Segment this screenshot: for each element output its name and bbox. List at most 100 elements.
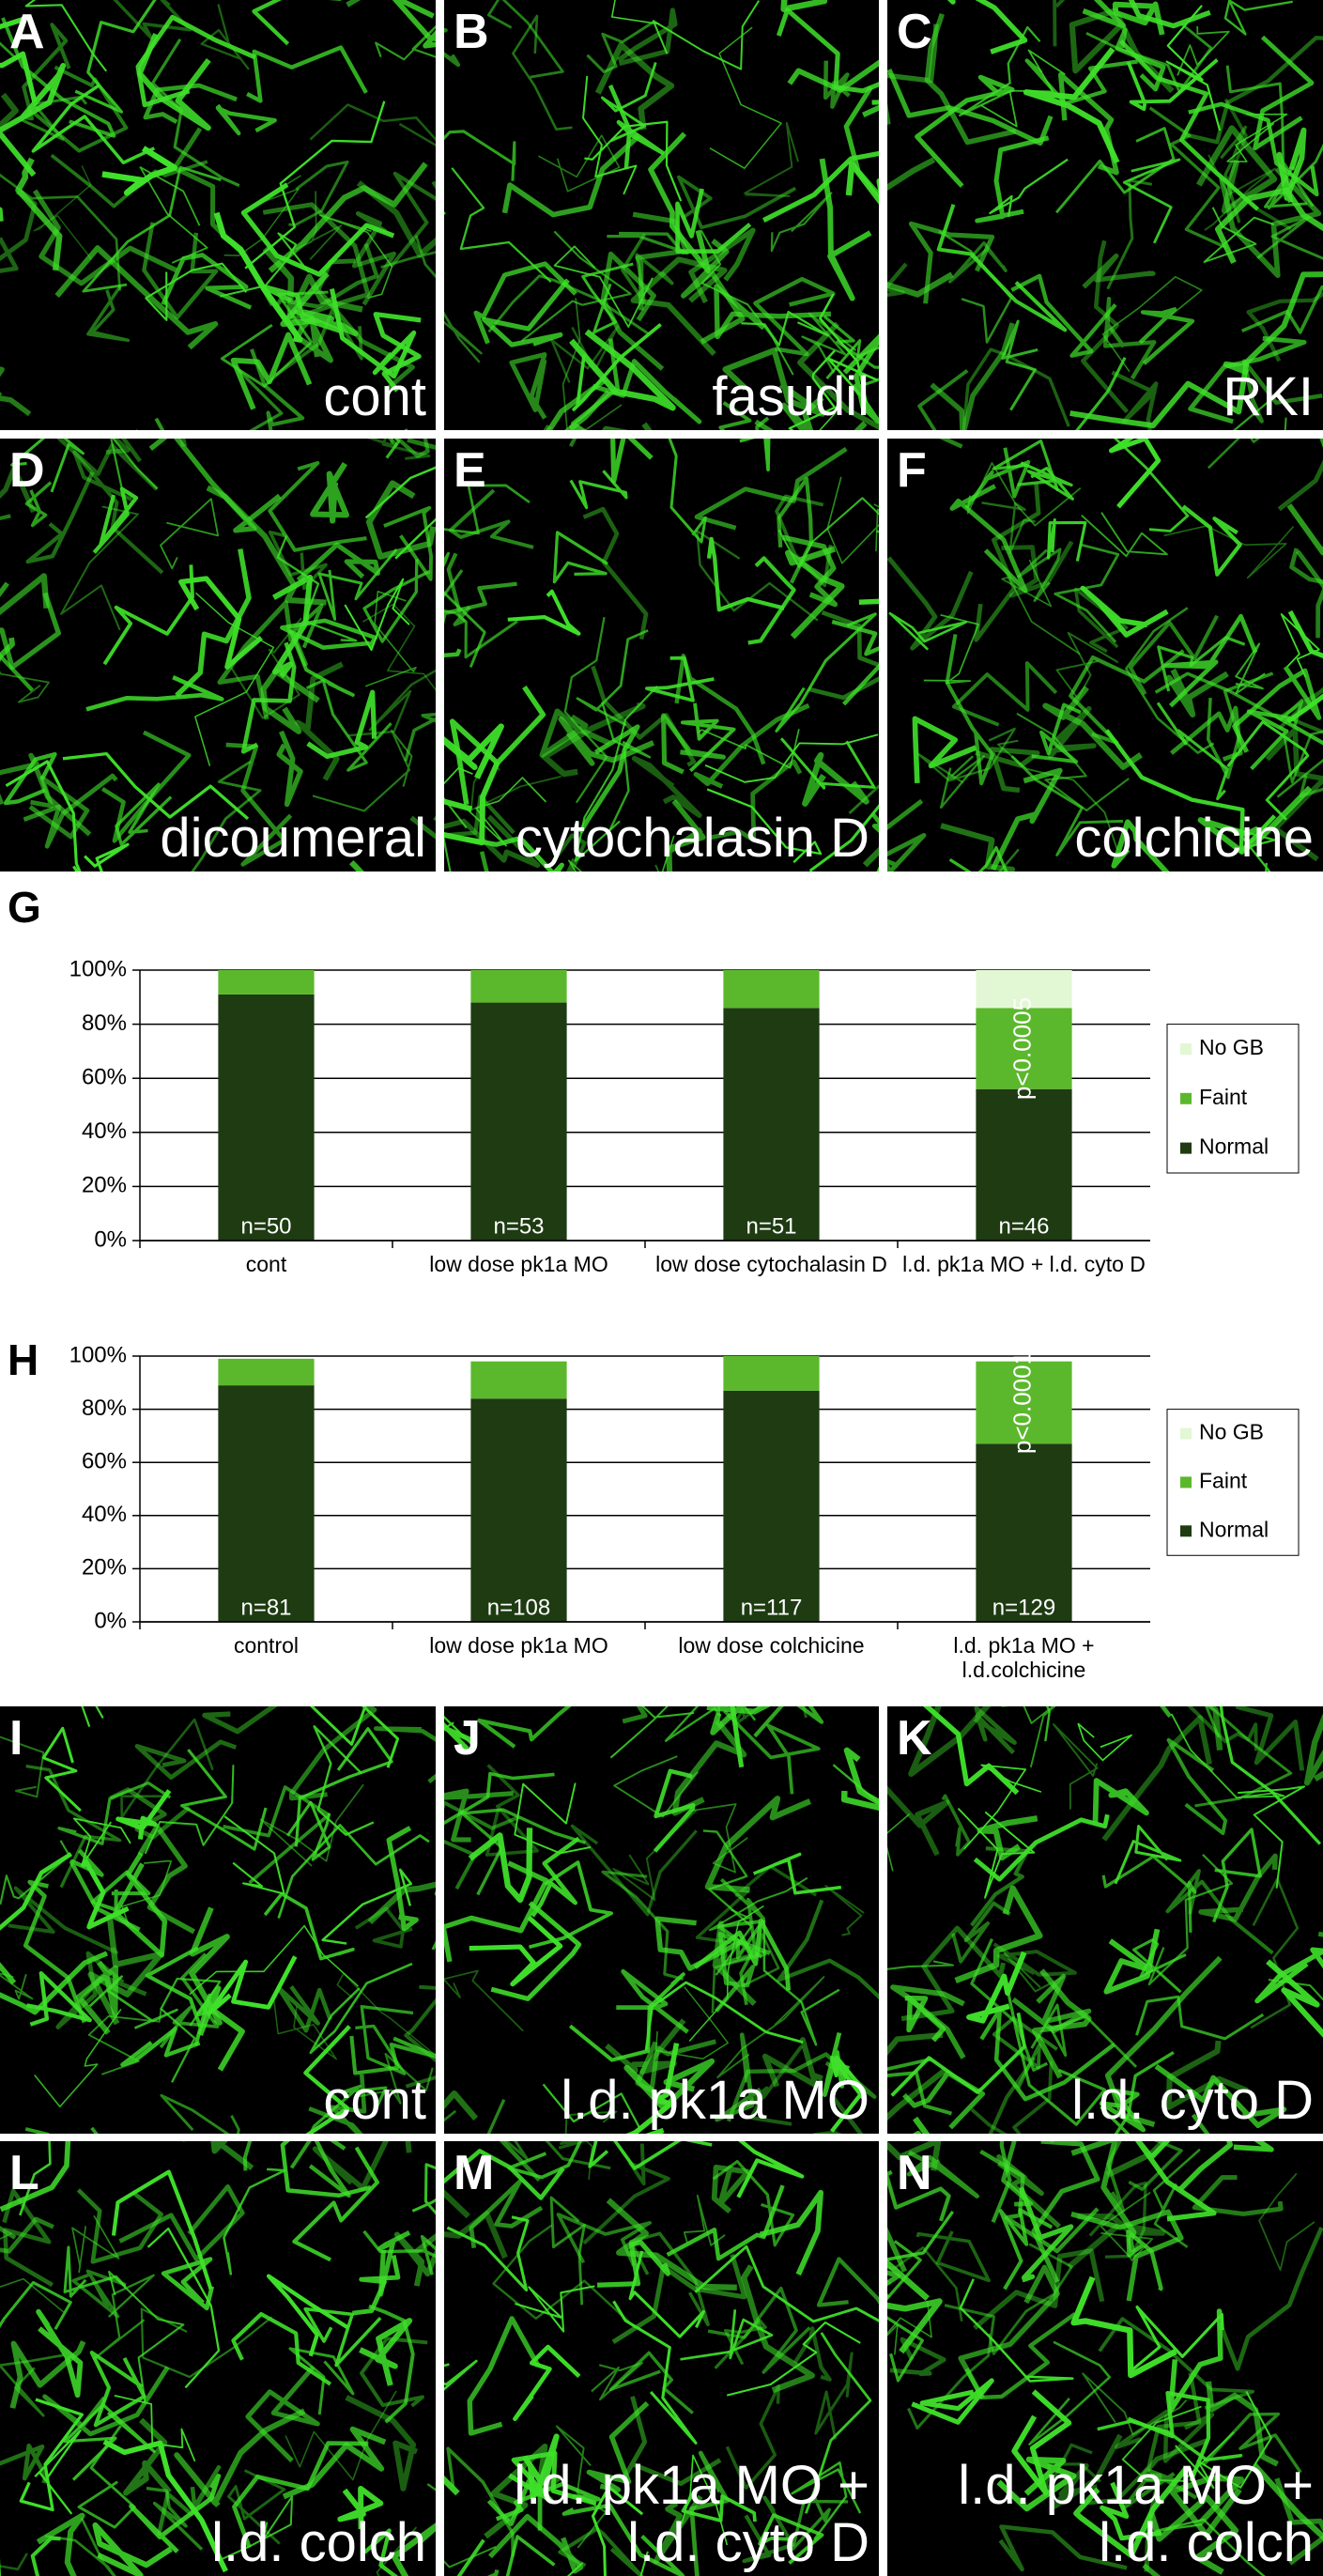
fiber (15, 157, 63, 271)
fiber (1135, 1995, 1265, 2041)
fiber (108, 2270, 185, 2404)
fiber (2, 2188, 54, 2288)
fiber (368, 2304, 415, 2424)
legend-label: Faint (1199, 1085, 1248, 1109)
fiber (600, 62, 657, 143)
fiber (404, 1984, 436, 2089)
fiber (996, 2456, 1077, 2512)
fiber (570, 1824, 698, 1917)
fiber (569, 329, 676, 411)
fiber (55, 439, 159, 491)
fiber (924, 13, 1017, 146)
bar-segment (976, 970, 1072, 1009)
fluorescence-texture (444, 0, 879, 430)
fiber (959, 2278, 1074, 2383)
legend-label: Faint (1199, 1469, 1248, 1493)
legend-swatch (1180, 1092, 1192, 1104)
fiber (468, 1828, 533, 1904)
fiber (1129, 614, 1220, 696)
fiber (156, 2464, 222, 2537)
fiber (596, 2239, 670, 2288)
bar-segment (723, 1356, 820, 1391)
x-tick-label: l.d. pk1a MO + l.d.colchicine (953, 1633, 1095, 1683)
fiber (0, 190, 38, 273)
fiber (964, 2312, 1077, 2400)
y-tick-label: 100% (69, 1342, 127, 1367)
fiber (1020, 461, 1074, 501)
fiber (344, 578, 410, 652)
fiber (277, 1824, 430, 1919)
fiber (676, 175, 797, 230)
fiber (1085, 23, 1213, 94)
fiber (1258, 2172, 1315, 2272)
fiber (568, 1972, 685, 2062)
fiber (1217, 2227, 1323, 2371)
chart-g: G 0% 20% 40% 60% 80% 100% n=50 cont n=53 low dose … (8, 883, 1300, 1276)
fiber (992, 2016, 1058, 2090)
fiber (1018, 2186, 1074, 2283)
fiber (902, 2070, 986, 2130)
fiber (611, 2254, 747, 2344)
fiber (801, 312, 857, 374)
fiber (290, 603, 324, 667)
fiber (492, 2224, 637, 2329)
fiber (1177, 25, 1230, 76)
fiber (367, 439, 431, 460)
fiber (444, 794, 515, 838)
fiber (1004, 1951, 1065, 1993)
fiber (940, 823, 1016, 872)
fiber (696, 530, 819, 622)
fiber (389, 171, 436, 269)
fiber (1044, 1706, 1051, 1742)
fiber (286, 1800, 331, 1861)
fiber (62, 751, 250, 821)
fiber (601, 1870, 685, 1981)
fiber (515, 2285, 595, 2333)
fiber (706, 759, 803, 843)
x-tick-label: low dose pk1a MO (429, 1252, 608, 1276)
fiber (551, 833, 587, 872)
y-tick-label: 100% (69, 956, 127, 981)
x-label-box: low dose cytochalasin D (655, 1252, 887, 1276)
fiber (129, 2474, 222, 2553)
fiber (393, 2231, 436, 2287)
fiber (1147, 1853, 1234, 1986)
fiber (745, 2044, 804, 2126)
fiber (1115, 27, 1166, 92)
fiber (444, 2109, 457, 2122)
fiber (1246, 291, 1323, 362)
fiber (708, 1876, 808, 1932)
fiber (1016, 712, 1130, 812)
fiber (477, 1706, 572, 1749)
fiber (0, 2280, 72, 2330)
fiber (92, 2522, 173, 2576)
fiber (712, 2159, 795, 2247)
fiber (813, 2095, 864, 2134)
fiber (1263, 143, 1323, 210)
fiber (1106, 178, 1153, 290)
panel-label: N (897, 2146, 932, 2200)
fiber (747, 556, 796, 645)
fiber (161, 253, 253, 310)
p-value: p<0.0001 (1008, 1351, 1036, 1454)
fluorescence-texture (887, 0, 1323, 430)
fiber (274, 242, 379, 309)
fiber (718, 401, 770, 430)
fiber (716, 1976, 825, 2079)
n-label: n=53 (493, 1213, 544, 1239)
fiber (0, 1951, 109, 2015)
y-tick-label: 60% (82, 1065, 127, 1090)
fiber (887, 2246, 963, 2321)
y-tick-label: 60% (82, 1449, 127, 1474)
fiber (1053, 0, 1066, 47)
fiber (1100, 2050, 1175, 2134)
bar-segment (470, 1361, 567, 1399)
fiber (1212, 1828, 1262, 1923)
fiber (359, 2318, 413, 2386)
panel-label: B (454, 5, 489, 59)
fiber (528, 1860, 613, 1950)
fiber (1067, 2213, 1165, 2270)
fiber (1088, 2181, 1147, 2259)
fiber (1178, 2141, 1274, 2192)
